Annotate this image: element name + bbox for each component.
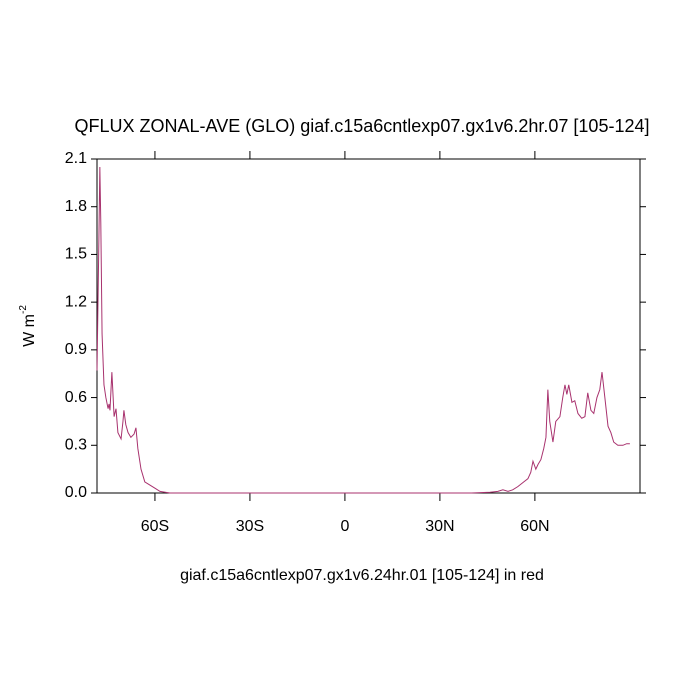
x-tick-label: 60S xyxy=(141,518,169,535)
y-axis-label: W m-2 xyxy=(18,305,39,347)
x-axis-label: giaf.c15a6cntlexp07.gx1v6.24hr.01 [105-1… xyxy=(180,567,544,584)
y-axis-label-text: W m xyxy=(21,314,38,347)
x-tick-label: 30N xyxy=(425,518,454,535)
x-tick-label: 0 xyxy=(340,518,349,535)
y-tick-label: 1.5 xyxy=(65,246,87,263)
y-axis-label-superscript: -2 xyxy=(18,305,29,314)
x-tick-label: 30S xyxy=(236,518,264,535)
y-tick-label: 1.8 xyxy=(65,198,87,215)
y-tick-label: 1.2 xyxy=(65,293,87,310)
x-tick-label: 60N xyxy=(520,518,549,535)
y-tick-label: 0.0 xyxy=(65,484,87,501)
y-tick-label: 2.1 xyxy=(65,150,87,167)
y-tick-label: 0.9 xyxy=(65,341,87,358)
data-line xyxy=(96,166,630,494)
y-tick-label: 0.3 xyxy=(65,437,87,454)
y-tick-label: 0.6 xyxy=(65,389,87,406)
chart-title: QFLUX ZONAL-AVE (GLO) giaf.c15a6cntlexp0… xyxy=(75,116,650,136)
